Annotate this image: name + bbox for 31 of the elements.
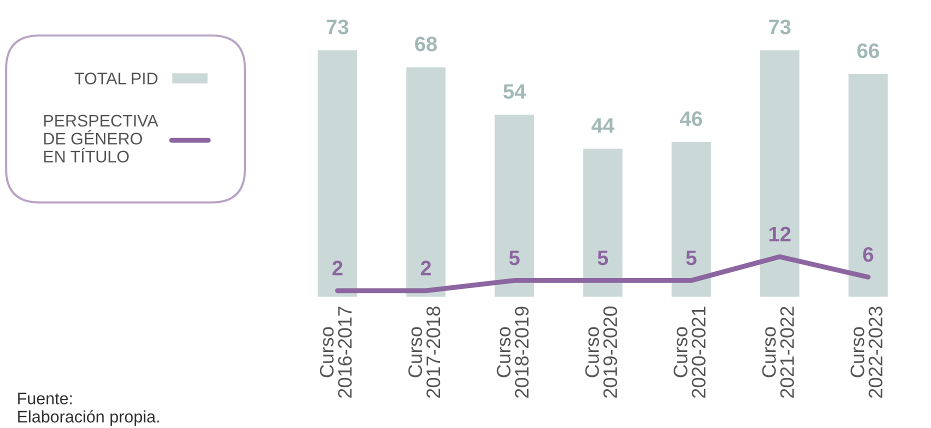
data-label: 5 bbox=[686, 250, 696, 266]
source-note: Fuente: Elaboración propia. bbox=[18, 392, 159, 426]
bar bbox=[847, 72, 890, 298]
data-label: 73 bbox=[769, 20, 791, 34]
bar bbox=[758, 48, 801, 298]
legend-label: TOTAL PID bbox=[74, 72, 158, 84]
bar bbox=[316, 48, 359, 298]
data-label: 46 bbox=[680, 111, 702, 126]
legend-label: PERSPECTIVA DE GÉNERO EN TÍTULO bbox=[44, 114, 158, 163]
x-tick-label: Curso 2022-2023 bbox=[850, 306, 882, 398]
x-tick-label: Curso 2019-2020 bbox=[585, 306, 618, 398]
data-label: 5 bbox=[509, 250, 520, 266]
bar bbox=[670, 140, 712, 298]
data-label: 2 bbox=[420, 260, 431, 276]
data-label: 66 bbox=[857, 43, 879, 58]
data-label: 73 bbox=[326, 20, 348, 34]
bar bbox=[582, 147, 624, 298]
x-tick-label: Curso 2016-2017 bbox=[320, 306, 352, 398]
x-tick-label: Curso 2017-2018 bbox=[408, 306, 440, 398]
data-label: 5 bbox=[598, 250, 608, 266]
x-tick-label: Curso 2018-2019 bbox=[496, 306, 529, 398]
data-label: 54 bbox=[503, 84, 526, 99]
data-label: 44 bbox=[592, 118, 614, 133]
bar bbox=[493, 113, 536, 298]
data-label: 6 bbox=[863, 247, 874, 262]
data-label: 2 bbox=[332, 260, 342, 276]
data-label: 12 bbox=[769, 226, 790, 242]
x-tick-label: Curso 2020-2021 bbox=[674, 306, 706, 398]
x-tick-label: Curso 2021-2022 bbox=[762, 306, 794, 398]
data-label: 68 bbox=[415, 36, 437, 52]
bar bbox=[404, 66, 447, 298]
